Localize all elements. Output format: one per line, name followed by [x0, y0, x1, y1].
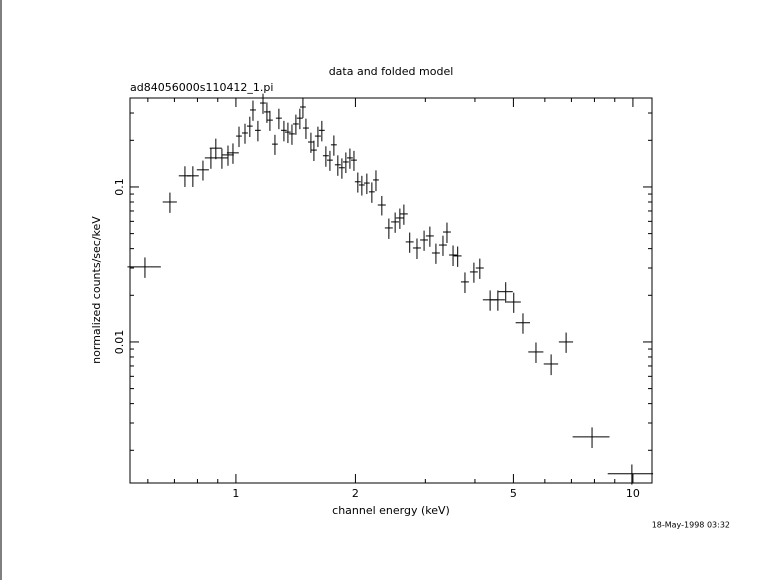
x-tick-label: 5	[510, 487, 517, 500]
x-tick-label: 1	[232, 487, 239, 500]
chart-subtitle: ad84056000s110412_1.pi	[130, 81, 273, 94]
y-tick-label: 0.1	[113, 178, 126, 196]
y-axis-label: normalized counts/sec/keV	[90, 216, 103, 364]
timestamp: 18-May-1998 03:32	[652, 521, 730, 530]
x-axis-label: channel energy (keV)	[332, 504, 450, 517]
plot-frame	[129, 97, 653, 484]
y-tick-label: 0.01	[113, 330, 126, 355]
chart-title: data and folded model	[329, 65, 454, 78]
x-tick-label: 10	[626, 487, 640, 500]
x-tick-label: 2	[352, 487, 359, 500]
